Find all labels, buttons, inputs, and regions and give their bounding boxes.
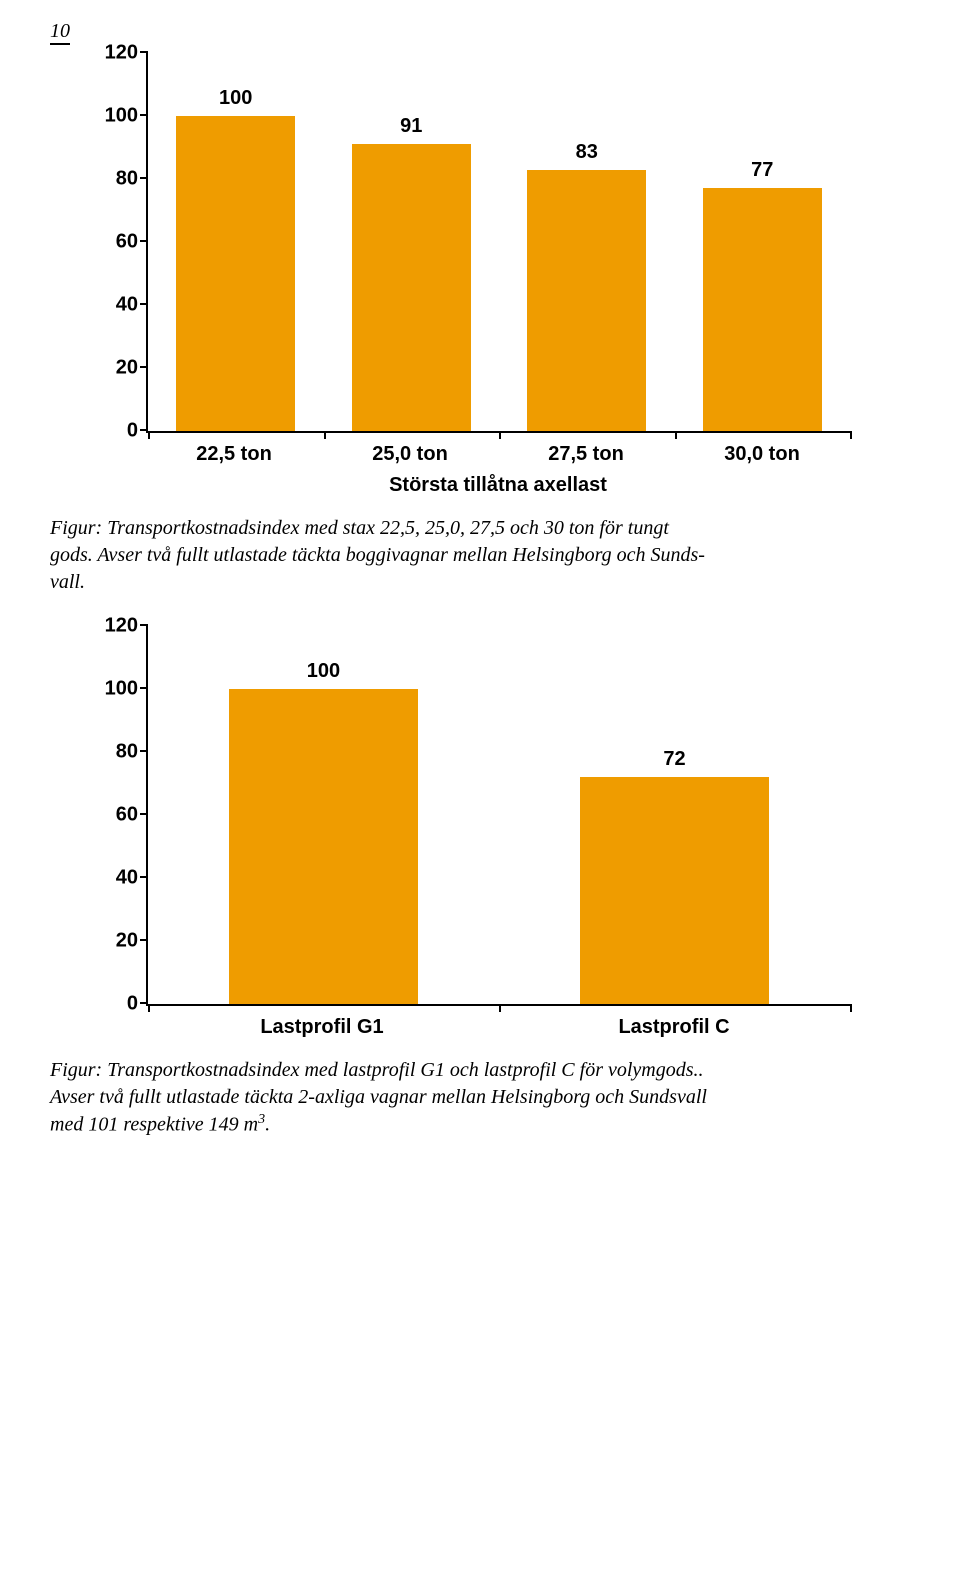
chart-1: 100918377 020406080100120 22,5 ton25,0 t… [90,53,850,497]
y-tick-mark [140,876,148,878]
y-tick-label: 60 [116,231,148,254]
chart-2-plot-area: 10072 020406080100120 [146,626,850,1006]
y-tick-label: 120 [105,615,148,638]
bar-value-label: 100 [176,87,295,116]
chart-2-inner: 10072 020406080100120 Lastprofil G1Lastp… [90,626,850,1039]
y-tick-mark [140,177,148,179]
x-tick-mark [499,431,501,439]
caption-1-line-2: gods. Avser två fullt utlastade täckta b… [50,544,705,566]
y-tick-label: 120 [105,42,148,65]
x-category-label: 22,5 ton [146,443,322,466]
bar-slot: 91 [324,53,500,431]
bar: 72 [580,777,770,1004]
x-category-label: 27,5 ton [498,443,674,466]
caption-1-line-1: Figur: Transportkostnadsindex med stax 2… [50,517,669,539]
bar-slot: 72 [499,626,850,1004]
y-tick-label: 20 [116,930,148,953]
x-tick-mark [850,431,852,439]
x-tick-mark [850,1004,852,1012]
caption-1: Figur: Transportkostnadsindex med stax 2… [50,515,910,596]
chart-1-plot-area: 100918377 020406080100120 [146,53,850,433]
bar: 77 [703,188,822,431]
y-tick-label: 20 [116,357,148,380]
caption-2-line-3b: . [265,1114,270,1136]
y-tick-label: 100 [105,105,148,128]
bar: 91 [352,144,471,431]
bar-slot: 100 [148,53,324,431]
bar-slot: 100 [148,626,499,1004]
y-tick-mark [140,624,148,626]
chart-1-x-title: Största tillåtna axellast [146,474,850,497]
caption-2-line-2: Avser två fullt utlastade täckta 2-axlig… [50,1086,707,1108]
bar: 83 [527,170,646,431]
caption-2-line-3a: med 101 respektive 149 m [50,1114,258,1136]
x-tick-mark [324,431,326,439]
y-tick-mark [140,240,148,242]
y-tick-label: 100 [105,678,148,701]
y-tick-mark [140,750,148,752]
page-number: 10 [50,20,910,43]
y-tick-mark [140,366,148,368]
bar-value-label: 77 [703,159,822,188]
x-category-label: Lastprofil C [498,1016,850,1039]
chart-1-inner: 100918377 020406080100120 22,5 ton25,0 t… [90,53,850,497]
chart-2-x-labels: Lastprofil G1Lastprofil C [146,1016,850,1039]
x-tick-mark [148,431,150,439]
y-tick-mark [140,1002,148,1004]
x-tick-mark [675,431,677,439]
y-tick-mark [140,687,148,689]
chart-1-x-labels: 22,5 ton25,0 ton27,5 ton30,0 ton [146,443,850,466]
bar-value-label: 83 [527,141,646,170]
document-page: 10 100918377 020406080100120 22,5 ton25,… [0,0,960,1584]
bar: 100 [229,689,419,1004]
y-tick-label: 0 [127,420,148,443]
y-tick-mark [140,114,148,116]
y-tick-label: 40 [116,867,148,890]
chart-1-bars: 100918377 [148,53,850,431]
y-tick-label: 80 [116,741,148,764]
bar-value-label: 100 [229,660,419,689]
y-tick-label: 0 [127,993,148,1016]
y-tick-mark [140,939,148,941]
x-tick-mark [499,1004,501,1012]
bar-value-label: 72 [580,748,770,777]
bar-slot: 83 [499,53,675,431]
y-tick-label: 80 [116,168,148,191]
y-tick-mark [140,813,148,815]
caption-2: Figur: Transportkostnadsindex med lastpr… [50,1057,910,1139]
x-category-label: Lastprofil G1 [146,1016,498,1039]
caption-2-line-1: Figur: Transportkostnadsindex med lastpr… [50,1059,704,1081]
x-category-label: 25,0 ton [322,443,498,466]
bar-slot: 77 [675,53,851,431]
y-tick-label: 60 [116,804,148,827]
caption-1-line-3: vall. [50,571,85,593]
x-category-label: 30,0 ton [674,443,850,466]
y-tick-mark [140,429,148,431]
y-tick-mark [140,51,148,53]
chart-2-bars: 100 72 [148,626,850,1004]
chart-2: 10072 020406080100120 Lastprofil G1Lastp… [90,626,850,1039]
bar: 100 [176,116,295,431]
y-tick-mark [140,303,148,305]
bar-value-label: 91 [352,115,471,144]
y-tick-label: 40 [116,294,148,317]
x-tick-mark [148,1004,150,1012]
